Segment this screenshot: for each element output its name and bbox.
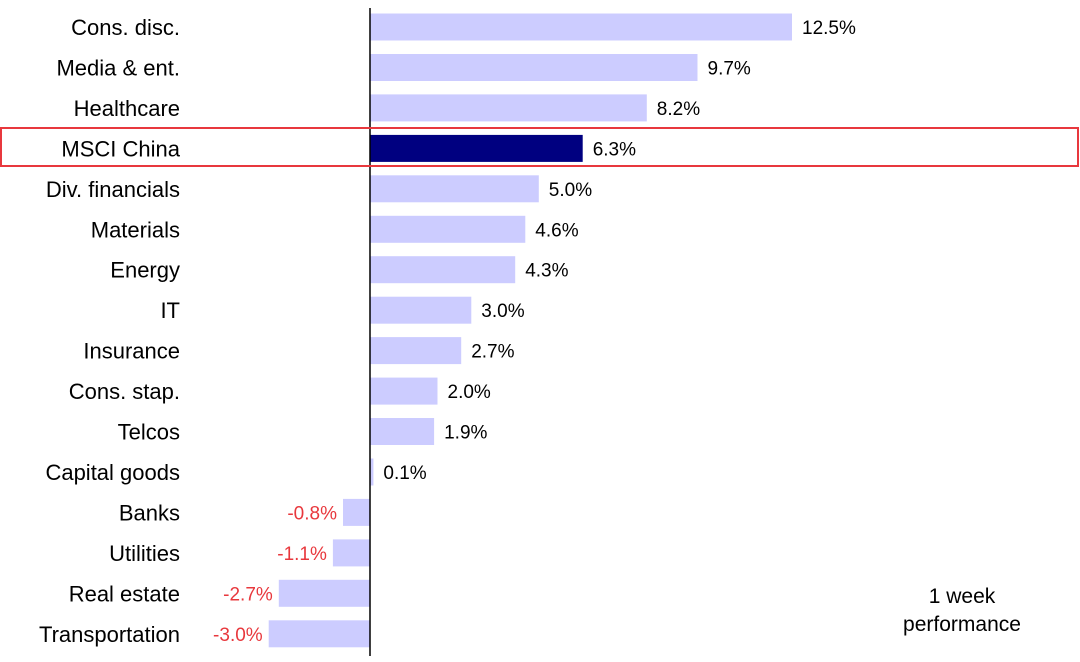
bar-1: [370, 54, 698, 81]
category-label-13: Utilities: [109, 541, 180, 566]
value-label-13: -1.1%: [277, 544, 327, 565]
bar-15: [268, 620, 370, 648]
value-label-12: -0.8%: [287, 503, 337, 524]
category-label-15: Transportation: [39, 622, 180, 647]
value-label-6: 4.3%: [525, 261, 568, 282]
bar-10: [370, 418, 435, 445]
value-label-11: 0.1%: [383, 463, 426, 484]
bar-7: [370, 296, 472, 324]
value-label-14: -2.7%: [223, 584, 273, 605]
category-label-14: Real estate: [69, 581, 180, 606]
category-label-0: Cons. disc.: [71, 15, 180, 40]
bar-12: [343, 498, 370, 526]
value-label-4: 5.0%: [549, 180, 592, 201]
category-label-7: IT: [160, 298, 180, 323]
category-label-10: Telcos: [118, 420, 180, 445]
category-label-9: Cons. stap.: [69, 379, 180, 404]
bar-2: [370, 94, 647, 122]
note-line-2: performance: [903, 613, 1021, 636]
value-label-0: 12.5%: [802, 18, 856, 39]
value-label-3: 6.3%: [593, 139, 636, 160]
bar-9: [370, 377, 438, 405]
bar-6: [370, 256, 516, 284]
highlight-box: [0, 127, 1079, 167]
bar-13: [332, 539, 370, 567]
value-label-15: -3.0%: [213, 625, 263, 646]
value-label-5: 4.6%: [535, 220, 578, 241]
value-label-1: 9.7%: [708, 59, 751, 80]
bar-3: [370, 134, 583, 162]
category-label-6: Energy: [110, 258, 180, 283]
value-label-8: 2.7%: [471, 342, 514, 363]
bar-5: [370, 215, 526, 243]
category-label-11: Capital goods: [45, 460, 180, 485]
category-label-2: Healthcare: [74, 96, 180, 121]
value-label-2: 8.2%: [657, 99, 700, 120]
bar-4: [370, 175, 539, 203]
bar-8: [370, 337, 462, 365]
category-label-12: Banks: [119, 500, 180, 525]
category-label-3: MSCI China: [61, 136, 180, 161]
value-label-10: 1.9%: [444, 423, 487, 444]
bar-14: [278, 579, 370, 607]
category-label-1: Media & ent.: [56, 56, 180, 81]
bars-group: [268, 13, 792, 648]
bar-0: [370, 13, 792, 41]
category-label-5: Materials: [91, 217, 180, 242]
value-label-9: 2.0%: [448, 382, 491, 403]
category-label-4: Div. financials: [46, 177, 180, 202]
value-label-7: 3.0%: [481, 301, 524, 322]
category-label-8: Insurance: [83, 339, 180, 364]
note-line-1: 1 week: [929, 585, 996, 608]
labels-group: Cons. disc. 12.5% Media & ent. 9.7% Healthca…: [39, 15, 856, 647]
bar-11: [370, 458, 374, 486]
